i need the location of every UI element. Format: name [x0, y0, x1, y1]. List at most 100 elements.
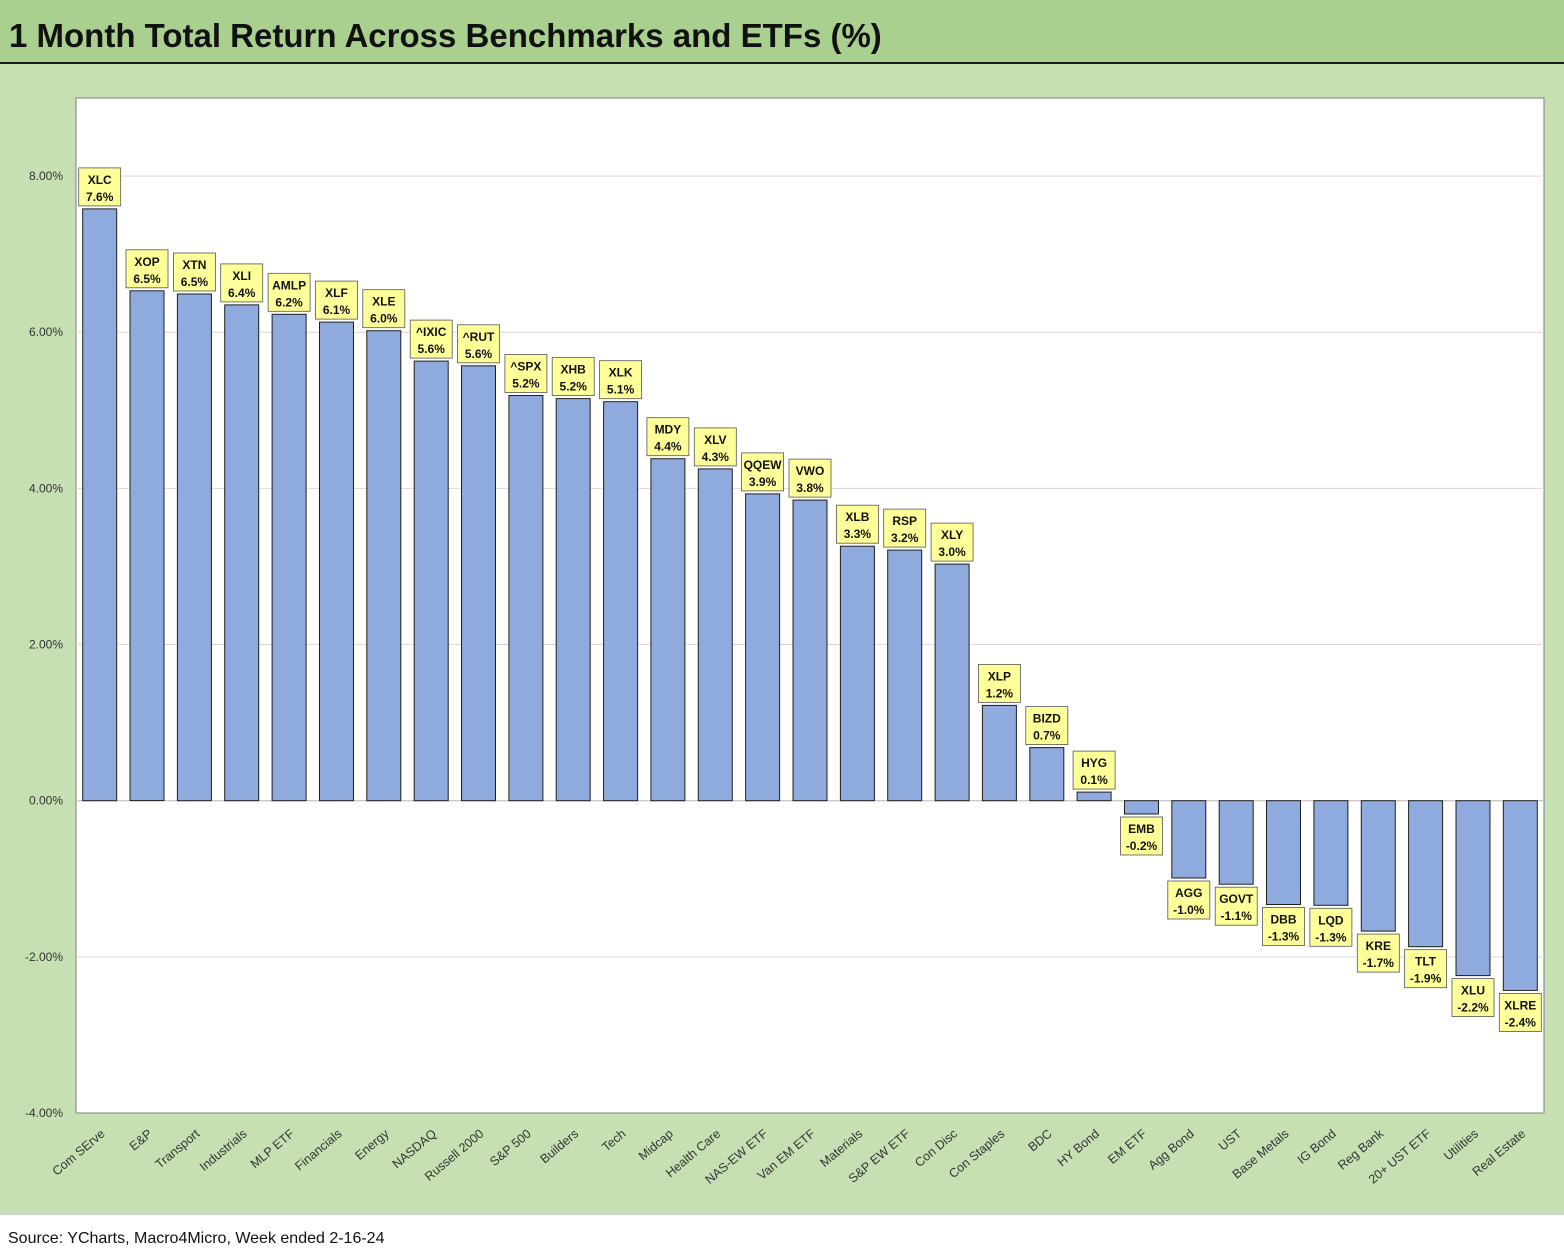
data-label-ticker: XLE [372, 295, 395, 309]
category-label: BDC [1026, 1127, 1055, 1155]
category-label: HY Bond [1055, 1127, 1102, 1170]
data-label-ticker: ^IXIC [416, 325, 447, 339]
bar [1455, 800, 1491, 977]
plot-area: 8.00% 6.00% 4.00% 2.00% 0.00% -2.00% -4.00% XLC… [25, 97, 1545, 1187]
data-label-box [267, 272, 311, 312]
data-label-box [125, 249, 169, 289]
bar [461, 365, 496, 802]
data-label-box [1404, 949, 1447, 989]
data-label-box [741, 452, 784, 492]
data-label-value: -1.9% [1410, 972, 1442, 986]
bar [224, 304, 260, 802]
data-label-value: 4.3% [702, 450, 730, 464]
data-label-box [788, 458, 832, 498]
bar [555, 398, 591, 802]
data-label-box [1072, 750, 1116, 790]
bar [1171, 800, 1207, 879]
category-label: Industrials [197, 1127, 250, 1174]
data-label-value: 5.2% [560, 380, 588, 394]
bar [650, 458, 686, 802]
category-label: Transport [153, 1126, 203, 1171]
bar [413, 360, 449, 802]
data-label-ticker: MDY [655, 423, 682, 437]
category-label: MLP ETF [248, 1126, 298, 1171]
data-label-value: 3.8% [796, 481, 824, 495]
y-tick-label: 0.00% [29, 794, 63, 808]
data-label-box [362, 289, 406, 329]
data-label-ticker: XLI [232, 269, 251, 283]
data-label-box [930, 522, 974, 562]
data-label-ticker: TLT [1415, 955, 1437, 969]
y-tick-label: 4.00% [29, 481, 63, 495]
data-label-value: 3.3% [844, 527, 872, 541]
bar [934, 563, 970, 802]
data-label-box [172, 252, 216, 292]
bar [1124, 800, 1159, 815]
data-label-box [978, 664, 1021, 703]
bar [82, 208, 118, 802]
data-label-ticker: DBB [1271, 913, 1297, 927]
category-label: UST [1216, 1126, 1244, 1153]
data-label-box [693, 427, 737, 467]
data-label-box [1167, 880, 1211, 920]
data-label-box [1498, 993, 1542, 1032]
data-label-ticker: XLP [988, 669, 1011, 683]
bar [1360, 800, 1396, 932]
data-label-ticker: ^RUT [463, 330, 495, 344]
category-label: Con Disc [912, 1127, 960, 1170]
data-label-ticker: XOP [134, 255, 159, 269]
data-label-value: -2.4% [1505, 1015, 1537, 1029]
bar [981, 704, 1017, 802]
data-label-box [1356, 933, 1400, 973]
data-label-box [220, 263, 264, 303]
bar [839, 545, 875, 802]
bar [129, 290, 165, 802]
bar [366, 330, 402, 802]
data-label-value: 0.7% [1033, 729, 1061, 743]
category-label: Midcap [636, 1127, 676, 1164]
data-label-ticker: XLB [845, 510, 869, 524]
data-label-ticker: XLK [609, 366, 633, 380]
bar [1029, 747, 1065, 802]
data-label-value: 6.5% [133, 272, 161, 286]
bar [1408, 800, 1444, 948]
data-label-value: -1.3% [1315, 930, 1347, 944]
category-label: Real Estate [1470, 1127, 1529, 1179]
data-label-value: -0.2% [1126, 839, 1158, 853]
y-tick-label: -2.00% [25, 950, 63, 964]
data-label-box [315, 280, 358, 320]
data-label-ticker: XLU [1461, 984, 1485, 998]
data-label-ticker: LQD [1318, 913, 1344, 927]
data-label-ticker: XLV [704, 433, 726, 447]
category-label: Energy [352, 1126, 392, 1163]
title-bar: 1 Month Total Return Across Benchmarks a… [0, 0, 1564, 64]
data-label-value: 7.6% [86, 190, 114, 204]
y-tick-label: 2.00% [29, 638, 63, 652]
data-label-box [1309, 907, 1353, 947]
category-label: Financials [292, 1127, 344, 1174]
data-label-value: 5.6% [465, 347, 493, 361]
data-label-value: -1.3% [1268, 930, 1300, 944]
chart-title: 1 Month Total Return Across Benchmarks a… [9, 17, 882, 54]
data-label-ticker: XLRE [1504, 998, 1536, 1012]
data-label-box [551, 357, 595, 397]
data-label-ticker: EMB [1128, 822, 1155, 836]
data-label-ticker: XLF [325, 286, 348, 300]
data-label-value: 6.4% [228, 286, 256, 300]
bar [1313, 800, 1349, 906]
data-label-box [409, 319, 453, 359]
data-label-ticker: AMLP [272, 278, 306, 292]
data-label-ticker: AGG [1175, 886, 1202, 900]
bar [176, 293, 212, 802]
data-label-value: -1.0% [1173, 903, 1205, 917]
data-label-ticker: GOVT [1219, 892, 1254, 906]
data-label-ticker: XHB [561, 363, 587, 377]
bar [271, 313, 307, 802]
data-label-ticker: RSP [892, 514, 917, 528]
data-label-value: 6.2% [275, 295, 303, 309]
data-label-box [78, 167, 122, 207]
data-label-value: 5.6% [418, 342, 446, 356]
data-label-box [1025, 706, 1069, 745]
source-note: Source: YCharts, Macro4Micro, Week ended… [8, 1230, 385, 1247]
data-label-box [1214, 886, 1258, 926]
